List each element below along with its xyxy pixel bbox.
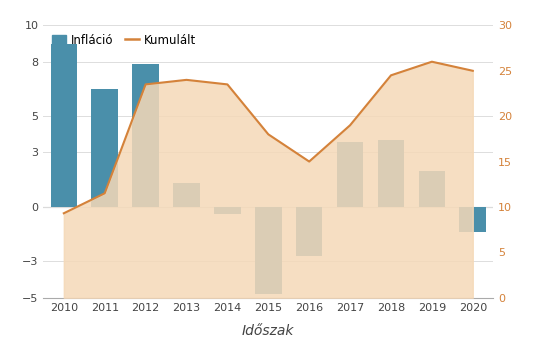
Bar: [132, 64, 159, 207]
Bar: [173, 183, 200, 207]
Bar: [50, 44, 77, 207]
Bar: [255, 207, 282, 294]
Bar: [92, 89, 118, 207]
Bar: [296, 207, 322, 256]
Bar: [214, 207, 241, 214]
Legend: Infláció, Kumulált: Infláció, Kumulált: [49, 31, 198, 49]
Bar: [337, 142, 363, 207]
Bar: [418, 171, 445, 207]
Bar: [378, 140, 404, 207]
Bar: [460, 207, 486, 232]
X-axis label: Időszak: Időszak: [242, 324, 294, 338]
